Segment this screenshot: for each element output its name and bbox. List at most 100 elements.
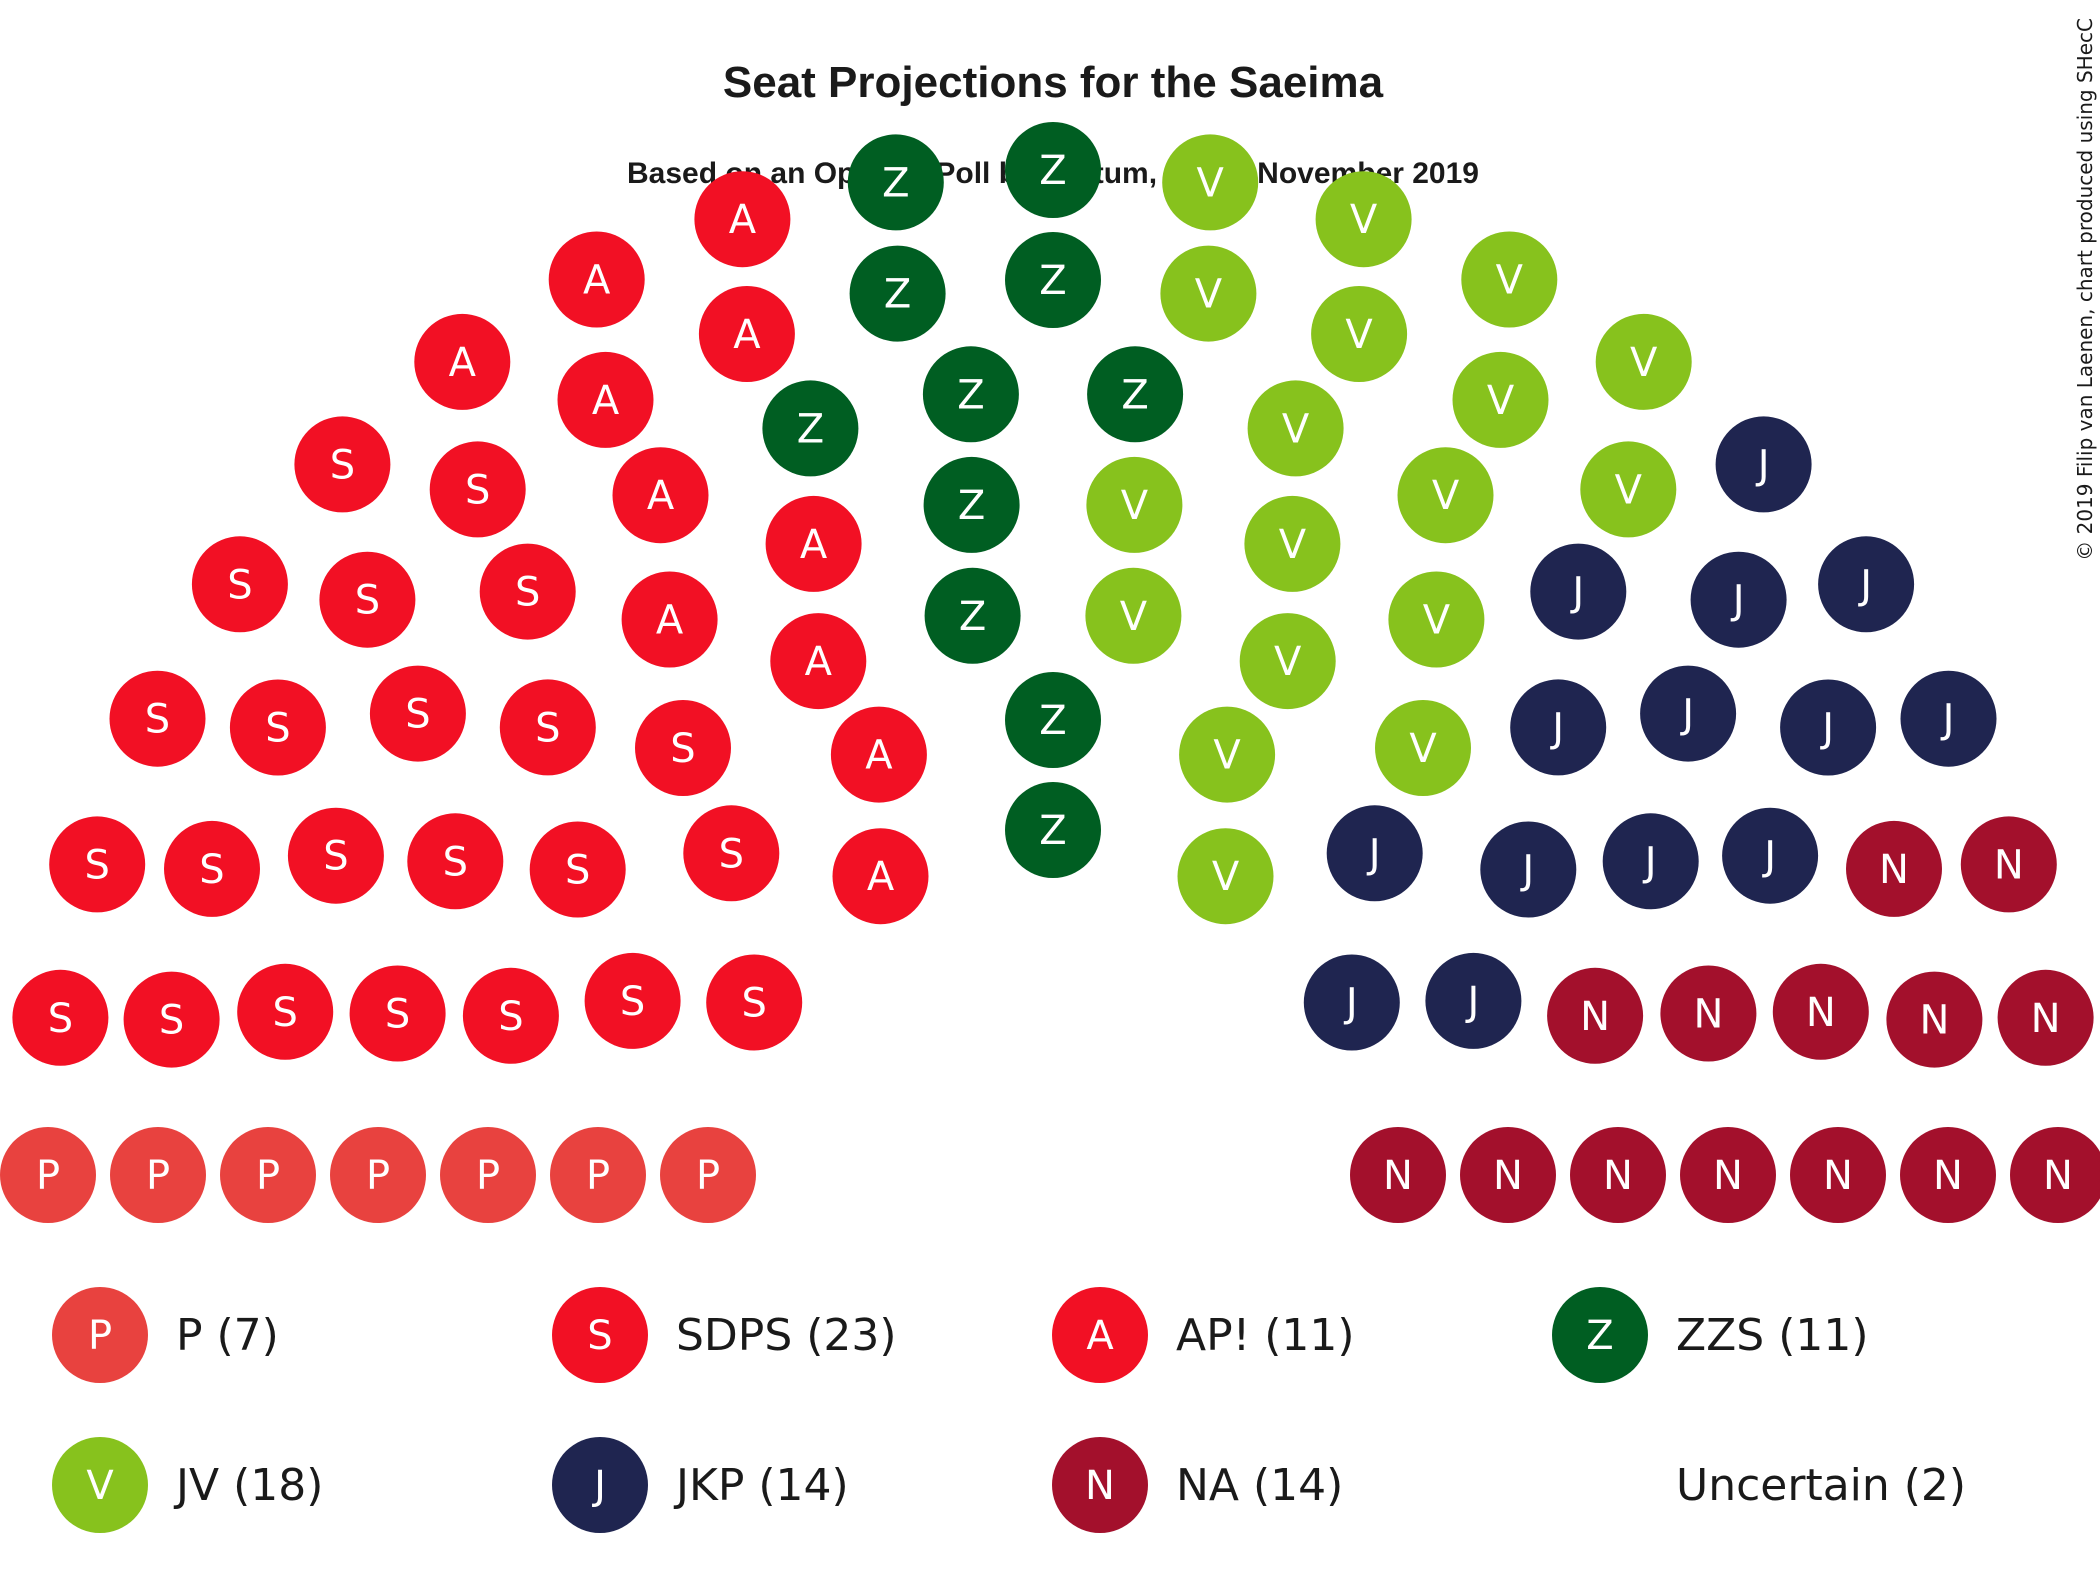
seat-letter: V [1350, 197, 1378, 243]
seat-s: S [237, 963, 334, 1060]
seat-letter: N [1823, 1153, 1853, 1199]
seat-circle [1303, 954, 1400, 1051]
seat-n: N [1570, 1127, 1666, 1223]
seat-letter: S [385, 992, 410, 1038]
seat-circle [12, 969, 109, 1066]
legend: P P (7) S SDPS (23) A AP! (11) Z ZZS (11) V JV (1… [52, 1287, 1966, 1533]
seat-j: J [1425, 952, 1522, 1049]
seat-circle [584, 952, 681, 1049]
seat-circle [479, 543, 576, 640]
seat-letter: S [227, 562, 252, 608]
seat-circle [660, 1127, 756, 1223]
seat-letter: V [1282, 406, 1310, 452]
seat-letter: Z [959, 594, 986, 640]
seat-n: N [1900, 1127, 1996, 1223]
legend-label: Uncertain (2) [1676, 1460, 1966, 1511]
seat-circle [220, 1127, 316, 1223]
seat-letter: J [1819, 706, 1834, 752]
seat-n: N [1790, 1127, 1886, 1223]
seat-letter: J [1569, 570, 1584, 616]
seat-circle [1247, 380, 1344, 477]
seat-p: P [440, 1127, 536, 1223]
seat-letter: S [498, 994, 523, 1040]
seat-letter: Z [882, 160, 909, 206]
seat-p: P [550, 1127, 646, 1223]
seat-circle [612, 447, 709, 544]
seat-v: V [1244, 495, 1341, 592]
seat-letter: A [867, 854, 895, 900]
seat-letter: P [36, 1153, 60, 1199]
seat-circle [1311, 286, 1408, 382]
seat-a: A [698, 286, 795, 382]
legend-label: JKP (14) [673, 1460, 849, 1511]
seat-letter: P [256, 1153, 280, 1199]
seat-z: Z [923, 456, 1020, 553]
seat-circle [1640, 665, 1737, 762]
legend-label: JV (18) [173, 1460, 323, 1511]
seat-letter: J [1642, 839, 1657, 885]
seat-letter: N [1713, 1153, 1743, 1199]
seat-a: A [548, 231, 645, 328]
seat-circle [330, 1127, 426, 1223]
seat-letter: N [1994, 842, 2024, 888]
seat-v: V [1239, 613, 1336, 710]
seat-circle [1350, 1127, 1446, 1223]
seat-circle [1086, 456, 1183, 553]
seat-n: N [1960, 816, 2057, 913]
seat-letter: S [355, 578, 380, 624]
seat-v: V [1179, 706, 1276, 803]
seat-circle [440, 1127, 536, 1223]
seat-s: S [479, 543, 576, 640]
seat-letter: S [742, 981, 767, 1027]
seat-circle [294, 416, 391, 513]
seat-j: J [1690, 551, 1787, 648]
legend-swatch [52, 1287, 148, 1383]
seat-letter: Z [1121, 372, 1148, 418]
seat-letter: V [1197, 160, 1225, 206]
seat-letter: J [1519, 848, 1534, 894]
seat-letter: S [330, 442, 355, 488]
seat-circle [1461, 231, 1558, 328]
seat-v: V [1375, 700, 1471, 796]
seat-letter: J [1730, 578, 1745, 624]
legend-swatch [552, 1287, 648, 1383]
seat-p: P [330, 1127, 426, 1223]
seat-circle [1326, 805, 1423, 902]
seat-letter: J [1465, 979, 1480, 1025]
seat-circle [1846, 820, 1942, 917]
seat-p: P [0, 1127, 96, 1223]
seat-letter: V [1213, 733, 1241, 779]
seat-z: Z [762, 380, 859, 477]
seat-s: S [407, 813, 504, 910]
seat-n: N [1350, 1127, 1446, 1223]
legend-item-uncertain: Uncertain (2) [1676, 1460, 1966, 1511]
seat-s: S [319, 551, 416, 648]
seat-circle [1580, 441, 1677, 538]
seat-circle [1177, 828, 1274, 925]
seat-z: Z [922, 346, 1019, 443]
seat-letter: S [273, 990, 298, 1036]
seat-circle [694, 171, 791, 268]
seat-letter: S [145, 697, 170, 743]
seat-letter: N [1933, 1153, 1963, 1199]
legend-item-a: A AP! (11) [1052, 1287, 1355, 1383]
seat-letter: P [366, 1153, 390, 1199]
legend-label: P (7) [176, 1310, 279, 1361]
seat-v: V [1086, 456, 1183, 553]
seat-a: A [612, 447, 709, 544]
seat-circle [1239, 613, 1336, 710]
seat-s: S [191, 536, 288, 633]
seat-circle [1087, 346, 1184, 443]
seat-letter: N [1806, 990, 1836, 1036]
seat-circle [1425, 952, 1522, 1049]
seat-circle [1375, 700, 1471, 796]
legend-item-p: P P (7) [52, 1287, 279, 1383]
seat-circle [1085, 567, 1182, 664]
seat-letter: N [1580, 994, 1610, 1040]
seat-letter: V [1279, 522, 1307, 568]
seat-circle [0, 1127, 96, 1223]
seat-letter: J [1679, 692, 1694, 738]
seat-circle [123, 971, 220, 1068]
seat-circle [1460, 1127, 1556, 1223]
seat-a: A [770, 613, 867, 710]
